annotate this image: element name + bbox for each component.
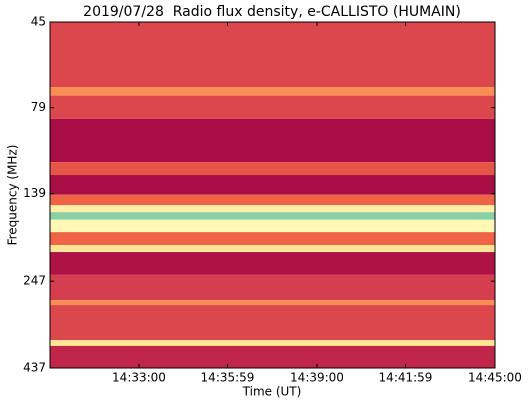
y-tick-label: 79 <box>31 100 46 114</box>
x-tick-label: 14:39:00 <box>290 371 344 385</box>
x-tick-label: 14:41:59 <box>379 371 433 385</box>
x-tick-label: 14:35:59 <box>201 371 255 385</box>
chart-title: 2019/07/28 Radio flux density, e-CALLIST… <box>83 4 461 20</box>
plot-frame <box>49 21 496 369</box>
heatmap-band <box>50 232 495 246</box>
heatmap-band <box>50 175 495 195</box>
heatmap-band <box>50 305 495 341</box>
y-axis-label: Frequency (MHz) <box>6 145 20 246</box>
y-tick-label: 247 <box>23 274 46 288</box>
heatmap-band <box>50 252 495 275</box>
heatmap-band <box>50 22 495 88</box>
heatmap-band <box>50 300 495 306</box>
x-tick-label: 14:33:00 <box>112 371 166 385</box>
heatmap-band <box>50 194 495 206</box>
heatmap-band <box>50 345 495 368</box>
y-tick-label: 139 <box>23 186 46 200</box>
x-tick-label: 14:45:00 <box>468 371 522 385</box>
heatmap-band <box>50 118 495 163</box>
x-axis-label: Time (UT) <box>242 385 302 399</box>
heatmap-band <box>50 245 495 253</box>
y-tick-label: 437 <box>23 361 46 375</box>
heatmap-band <box>50 205 495 213</box>
heatmap-band <box>50 274 495 301</box>
heatmap-band <box>50 87 495 96</box>
heatmap-band <box>50 340 495 346</box>
heatmap-band <box>50 212 495 220</box>
heatmap-band <box>50 219 495 233</box>
heatmap-band <box>50 95 495 119</box>
heatmap-band <box>50 162 495 176</box>
y-tick-label: 45 <box>31 15 46 29</box>
